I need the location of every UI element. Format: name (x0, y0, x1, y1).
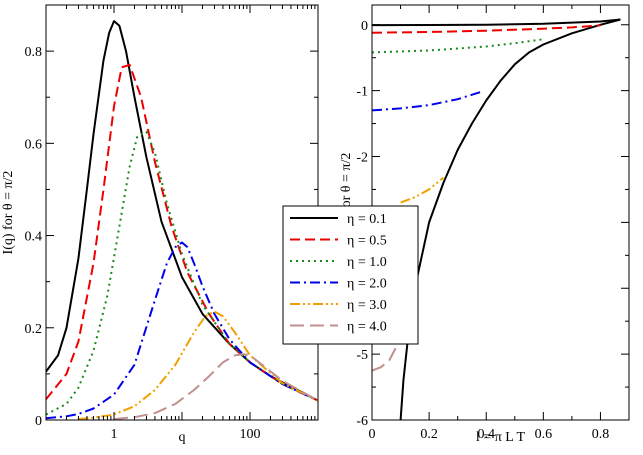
right-y-tick-label: -5 (356, 348, 368, 363)
legend-label: η = 4.0 (347, 320, 387, 335)
right-y-tick-label: 0 (361, 19, 368, 34)
right-x-tick-label: 0.4 (477, 427, 495, 442)
legend-label: η = 0.5 (347, 234, 387, 249)
left-y-tick-label: 0 (35, 414, 42, 429)
series-line-left-5 (113, 353, 318, 420)
series-line-right-1 (372, 18, 621, 27)
right-x-tick-label: 0.6 (535, 427, 553, 442)
legend-label: η = 1.0 (347, 255, 387, 270)
left-x-tick-label: 1 (111, 427, 118, 442)
left-y-tick-label: 0.6 (25, 137, 43, 152)
left-x-axis-label: q (179, 430, 186, 445)
series-line-left-4 (78, 310, 318, 420)
legend-box (282, 205, 419, 345)
legend-label: η = 0.1 (347, 212, 387, 227)
right-y-tick-label: -1 (356, 85, 368, 100)
right-x-axis-label: l = π L T (476, 430, 526, 445)
series-line-left-3 (46, 241, 318, 420)
legend-label: η = 3.0 (347, 298, 387, 313)
series-line-left-0 (46, 20, 318, 402)
right-y-tick-label: -6 (356, 414, 368, 429)
series-line-left-2 (46, 130, 318, 416)
series-line-right-4 (372, 91, 481, 112)
left-y-tick-label: 0.2 (25, 322, 43, 337)
legend: η = 0.1 η = 0.5 η = 1.0 η = 2.0 η = 3.0 η = 4… (282, 205, 419, 345)
right-x-tick-label: 0.2 (420, 427, 438, 442)
left-y-tick-label: 0.8 (25, 45, 43, 60)
left-x-tick-label: 100 (240, 427, 261, 442)
right-x-tick-label: 0 (369, 427, 376, 442)
left-y-axis-label: I(q) for θ = π/2 (1, 171, 16, 255)
series-line-right-5 (400, 176, 445, 204)
series-line-right-0 (399, 18, 621, 420)
left-plot: 1 100 0 0.2 0.4 0.6 0.8 q I(q) for θ = π/2 (1, 4, 319, 445)
left-y-tick-label: 0.4 (25, 230, 43, 245)
legend-label: η = 2.0 (347, 277, 387, 292)
series-line-right-2 (372, 24, 601, 34)
right-x-tick-label: 0.8 (592, 427, 610, 442)
series-line-right-3 (372, 38, 544, 54)
series-line-left-1 (46, 63, 318, 402)
right-y-tick-label: -2 (356, 151, 368, 166)
plot-frame (45, 4, 319, 421)
